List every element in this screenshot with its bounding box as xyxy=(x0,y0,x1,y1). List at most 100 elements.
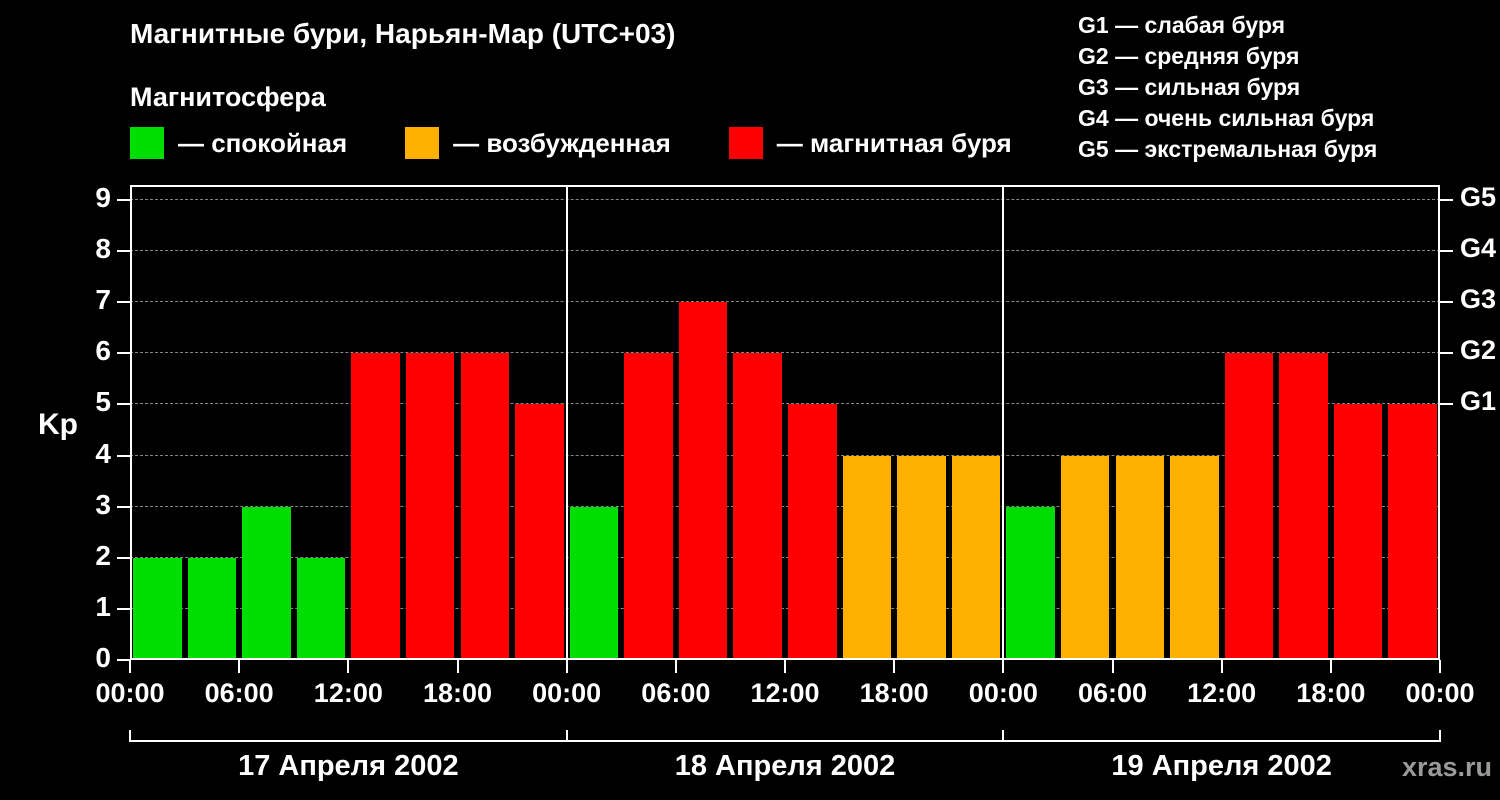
y-axis-label: Kp xyxy=(38,408,78,441)
kp-bar xyxy=(242,506,291,660)
kp-bar xyxy=(842,455,892,660)
legend-item-quiet: — спокойная xyxy=(130,127,347,159)
kp-bar xyxy=(187,557,237,660)
g-tick xyxy=(1440,403,1453,406)
y-tick-label: 1 xyxy=(95,590,111,622)
kp-bar xyxy=(351,353,400,660)
g-scale-label: G3 xyxy=(1460,284,1497,315)
page-title: Магнитные бури, Нарьян-Мар (UTC+03) xyxy=(130,18,676,49)
kp-bar xyxy=(1224,353,1274,660)
y-tick xyxy=(117,301,130,304)
x-tick xyxy=(674,660,677,673)
day-bracket-tick xyxy=(129,730,131,742)
g-tick xyxy=(1440,250,1453,253)
watermark: xras.ru xyxy=(1401,752,1492,782)
gridline-kp-5 xyxy=(130,403,1440,405)
legend-item-storm: — магнитная буря xyxy=(728,127,1012,159)
day-label: 18 Апреля 2002 xyxy=(674,750,896,782)
x-tick-label: 12:00 xyxy=(313,678,383,708)
kp-bar xyxy=(1006,506,1055,660)
legend-item-disturbed: — возбужденная xyxy=(405,127,671,159)
x-tick xyxy=(238,660,241,673)
x-tick-label: 00:00 xyxy=(95,678,165,708)
y-tick-label: 2 xyxy=(95,539,111,571)
kp-bar xyxy=(951,455,1001,660)
kp-bar xyxy=(515,404,564,660)
x-tick-label: 06:00 xyxy=(204,678,274,708)
x-tick xyxy=(129,660,131,673)
legend-swatch-quiet xyxy=(130,127,164,159)
storm-scale-legend-line: G1 — слабая буря xyxy=(1078,12,1286,38)
x-tick-label: 00:00 xyxy=(1405,678,1475,708)
y-tick-label: 6 xyxy=(95,335,111,367)
x-tick xyxy=(1111,660,1114,673)
kp-bar xyxy=(624,353,673,660)
gridline-kp-9 xyxy=(130,199,1440,200)
y-tick xyxy=(117,454,130,457)
x-tick xyxy=(1439,660,1441,673)
day-bracket-tick xyxy=(1439,730,1441,742)
x-tick-label: 06:00 xyxy=(1077,678,1148,708)
day-label: 19 Апреля 2002 xyxy=(1111,750,1332,782)
g-scale-label: G2 xyxy=(1460,335,1497,366)
y-tick-label: 4 xyxy=(95,437,111,469)
g-tick xyxy=(1440,301,1453,304)
gridline-kp-1 xyxy=(130,607,1440,609)
x-tick-label: 00:00 xyxy=(532,678,602,708)
storm-scale-legend: G1 — слабая буря G2 — средняя буря G3 — си… xyxy=(1078,10,1377,165)
x-tick-label: 06:00 xyxy=(641,678,711,708)
storm-scale-legend-line: G3 — сильная буря xyxy=(1078,74,1301,100)
x-tick-label: 12:00 xyxy=(1187,678,1257,708)
day-separator xyxy=(565,185,568,660)
kp-bar xyxy=(1279,353,1328,660)
gridline-kp-8 xyxy=(130,250,1440,252)
kp-bar xyxy=(133,557,182,660)
y-tick-label: 8 xyxy=(95,233,111,265)
day-label: 17 Апреля 2002 xyxy=(238,750,459,782)
x-tick xyxy=(1329,660,1332,673)
day-bracket-tick xyxy=(565,730,568,742)
activity-legend: — спокойная — возбужденная — магнитная бур… xyxy=(130,127,1012,159)
g-scale-label: G1 xyxy=(1460,386,1497,417)
x-tick-label: 00:00 xyxy=(968,678,1038,708)
x-tick-label: 18:00 xyxy=(859,678,929,708)
kp-bar xyxy=(897,455,946,660)
y-tick xyxy=(117,505,130,508)
x-tick xyxy=(1002,660,1005,673)
subtitle-magnetosphere: Магнитосфера xyxy=(130,82,326,112)
y-tick xyxy=(117,403,130,406)
y-tick xyxy=(117,659,130,661)
legend-swatch-storm xyxy=(728,127,763,159)
kp-bar xyxy=(569,506,619,660)
legend-label: — магнитная буря xyxy=(776,127,1012,158)
x-tick xyxy=(456,660,459,673)
x-tick xyxy=(347,660,350,673)
kp-bar xyxy=(1333,404,1383,660)
y-tick-label: 0 xyxy=(95,642,111,673)
y-tick-label: 5 xyxy=(95,386,111,418)
legend-label: — возбужденная xyxy=(453,127,671,158)
kp-bar xyxy=(296,557,346,660)
kp-bar xyxy=(405,353,455,660)
kp-bar xyxy=(1388,404,1437,660)
x-tick-label: 12:00 xyxy=(750,678,820,708)
legend-label: — спокойная xyxy=(178,127,348,158)
kp-bar xyxy=(1170,455,1219,660)
y-tick-label: 3 xyxy=(95,488,111,520)
x-tick xyxy=(893,660,896,673)
y-tick xyxy=(117,199,130,201)
x-tick xyxy=(1220,660,1223,673)
kp-bar xyxy=(733,353,782,660)
day-separator xyxy=(1002,185,1005,660)
gridline-kp-3 xyxy=(130,505,1440,507)
x-tick xyxy=(565,660,568,673)
x-tick xyxy=(784,660,786,673)
y-tick xyxy=(117,556,130,559)
storm-scale-legend-line: G5 — экстремальная буря xyxy=(1078,136,1378,162)
kp-bar xyxy=(678,302,728,660)
day-bracket-line xyxy=(130,740,1440,742)
kp-bar xyxy=(1115,455,1165,660)
y-tick xyxy=(117,352,130,355)
g-scale-label: G4 xyxy=(1460,233,1497,264)
